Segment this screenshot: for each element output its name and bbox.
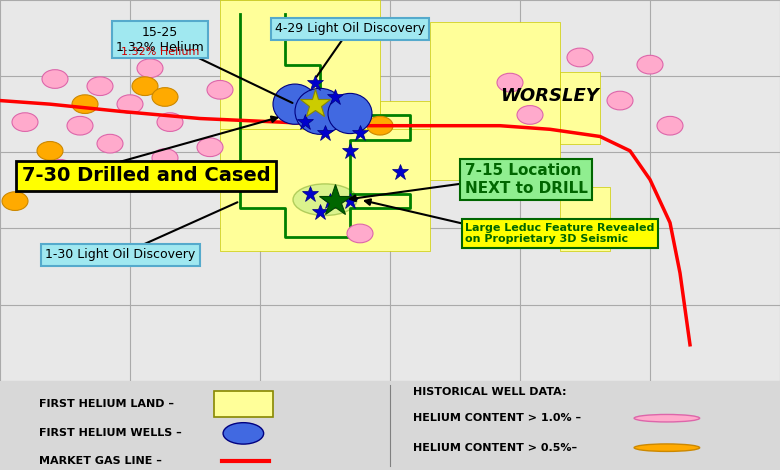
Text: Large Leduc Feature Revealed
on Proprietary 3D Seismic: Large Leduc Feature Revealed on Propriet… xyxy=(465,223,654,244)
Ellipse shape xyxy=(273,84,317,124)
Bar xyxy=(220,0,380,129)
Circle shape xyxy=(567,48,593,67)
Circle shape xyxy=(12,113,38,132)
Text: 7-30 Drilled and Cased: 7-30 Drilled and Cased xyxy=(22,166,271,186)
Text: FIRST HELIUM WELLS –: FIRST HELIUM WELLS – xyxy=(39,428,182,439)
Circle shape xyxy=(197,138,223,157)
Text: 1-30 Light Oil Discovery: 1-30 Light Oil Discovery xyxy=(45,249,195,261)
Circle shape xyxy=(152,149,178,167)
Circle shape xyxy=(117,95,143,113)
Circle shape xyxy=(87,77,113,95)
Circle shape xyxy=(152,87,178,106)
Text: 15-25
1.32% Helium: 15-25 1.32% Helium xyxy=(116,25,204,54)
Circle shape xyxy=(497,73,523,92)
Circle shape xyxy=(2,192,28,211)
Circle shape xyxy=(657,117,683,135)
Circle shape xyxy=(157,113,183,132)
Circle shape xyxy=(347,224,373,243)
Circle shape xyxy=(72,95,98,113)
Circle shape xyxy=(137,59,163,78)
Bar xyxy=(380,101,430,158)
Circle shape xyxy=(607,91,633,110)
Circle shape xyxy=(207,80,233,99)
Text: HELIUM CONTENT > 1.0% –: HELIUM CONTENT > 1.0% – xyxy=(413,413,582,423)
Circle shape xyxy=(634,444,700,451)
Circle shape xyxy=(367,117,393,135)
Circle shape xyxy=(517,106,543,124)
Text: 4-29 Light Oil Discovery: 4-29 Light Oil Discovery xyxy=(275,22,425,35)
Text: HISTORICAL WELL DATA:: HISTORICAL WELL DATA: xyxy=(413,387,567,397)
Bar xyxy=(430,22,560,180)
Text: 1.32% Helium: 1.32% Helium xyxy=(121,47,199,57)
Circle shape xyxy=(37,141,63,160)
Text: WORSLEY: WORSLEY xyxy=(500,86,599,104)
Text: MARKET GAS LINE –: MARKET GAS LINE – xyxy=(39,456,162,466)
Ellipse shape xyxy=(295,88,345,134)
Ellipse shape xyxy=(223,423,264,444)
Bar xyxy=(220,129,430,251)
FancyBboxPatch shape xyxy=(215,391,273,417)
Ellipse shape xyxy=(293,184,357,215)
Circle shape xyxy=(47,159,73,178)
Bar xyxy=(560,72,600,144)
Circle shape xyxy=(637,55,663,74)
Circle shape xyxy=(97,134,123,153)
Bar xyxy=(560,187,610,251)
Text: 7-15 Location
NEXT to DRILL: 7-15 Location NEXT to DRILL xyxy=(465,164,588,196)
Circle shape xyxy=(67,117,93,135)
Circle shape xyxy=(42,70,68,88)
Text: HELIUM CONTENT > 0.5%–: HELIUM CONTENT > 0.5%– xyxy=(413,443,577,453)
Ellipse shape xyxy=(328,94,372,133)
Text: FIRST HELIUM LAND –: FIRST HELIUM LAND – xyxy=(39,399,174,409)
Circle shape xyxy=(132,77,158,95)
Circle shape xyxy=(634,415,700,422)
